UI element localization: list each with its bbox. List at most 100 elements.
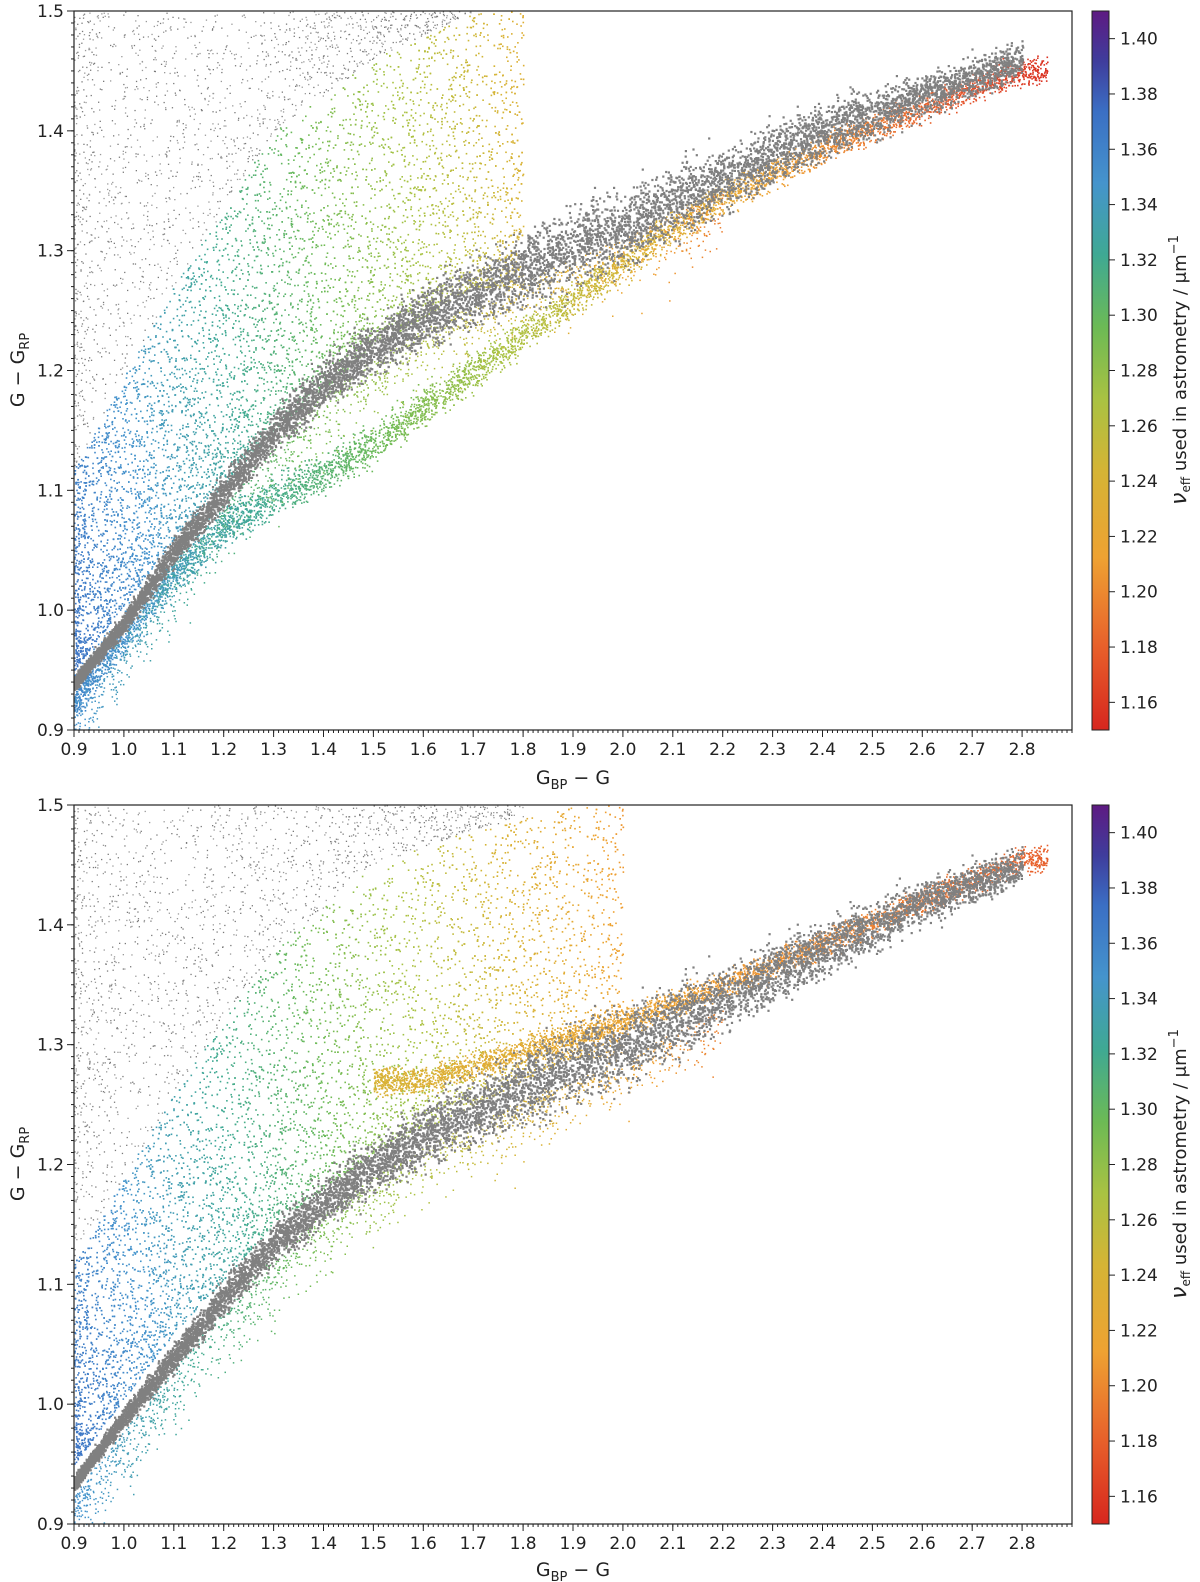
data-point bbox=[105, 253, 108, 255]
data-point bbox=[95, 521, 98, 524]
data-point bbox=[118, 134, 120, 136]
data-point bbox=[81, 357, 83, 360]
data-point bbox=[156, 382, 159, 385]
data-point bbox=[133, 33, 135, 35]
data-point bbox=[289, 28, 291, 30]
data-point bbox=[117, 192, 119, 195]
data-point bbox=[373, 57, 375, 59]
data-point bbox=[508, 244, 510, 246]
data-point bbox=[390, 24, 392, 26]
data-point bbox=[359, 49, 361, 51]
data-point bbox=[301, 100, 303, 102]
data-point bbox=[184, 480, 186, 482]
data-point bbox=[274, 119, 276, 121]
data-point bbox=[277, 122, 279, 125]
data-point bbox=[151, 119, 153, 121]
data-point bbox=[183, 484, 186, 487]
data-point bbox=[246, 136, 249, 138]
data-point bbox=[103, 220, 105, 223]
data-point bbox=[108, 16, 110, 18]
data-point bbox=[77, 162, 79, 164]
data-point bbox=[128, 217, 130, 219]
data-point bbox=[440, 53, 442, 56]
data-point bbox=[374, 194, 376, 196]
data-point bbox=[81, 372, 83, 374]
data-point bbox=[490, 179, 493, 182]
data-point bbox=[174, 457, 176, 459]
data-point bbox=[239, 103, 241, 105]
data-point bbox=[396, 28, 398, 30]
data-point bbox=[379, 50, 381, 52]
data-point bbox=[160, 63, 163, 65]
data-point bbox=[163, 233, 166, 235]
data-point bbox=[82, 184, 84, 187]
data-point bbox=[377, 32, 379, 34]
data-point bbox=[75, 428, 77, 431]
data-point bbox=[136, 555, 138, 557]
data-point bbox=[125, 11, 127, 13]
data-point bbox=[82, 535, 85, 538]
data-point bbox=[139, 202, 142, 204]
data-point bbox=[446, 15, 448, 17]
data-point bbox=[443, 14, 445, 17]
data-point bbox=[114, 108, 116, 110]
data-point bbox=[345, 198, 347, 201]
data-point bbox=[433, 26, 435, 29]
data-point bbox=[414, 112, 417, 114]
data-point bbox=[175, 217, 177, 220]
data-point bbox=[331, 82, 333, 84]
data-point bbox=[79, 33, 81, 35]
data-point bbox=[74, 354, 76, 356]
data-point bbox=[74, 444, 77, 446]
data-point bbox=[484, 235, 486, 238]
data-point bbox=[204, 500, 206, 502]
data-point bbox=[397, 206, 400, 208]
data-point bbox=[92, 132, 94, 134]
data-point bbox=[409, 175, 412, 177]
data-point bbox=[376, 27, 378, 29]
data-point bbox=[147, 336, 150, 338]
data-point bbox=[499, 286, 501, 289]
data-point bbox=[169, 198, 171, 200]
data-point bbox=[338, 350, 341, 352]
data-point bbox=[175, 175, 177, 177]
data-point bbox=[76, 415, 79, 417]
data-point bbox=[210, 351, 213, 354]
data-point bbox=[330, 98, 333, 101]
data-point bbox=[95, 54, 98, 56]
data-point bbox=[103, 290, 105, 292]
data-point bbox=[225, 226, 228, 229]
data-point bbox=[292, 171, 294, 174]
data-point bbox=[384, 143, 387, 146]
data-point bbox=[185, 124, 187, 126]
data-point bbox=[127, 584, 130, 587]
data-point bbox=[143, 445, 146, 448]
data-point bbox=[266, 127, 268, 129]
data-point bbox=[138, 25, 140, 27]
data-point bbox=[164, 72, 166, 74]
data-point bbox=[88, 481, 91, 483]
data-point bbox=[75, 107, 77, 109]
data-point bbox=[302, 119, 304, 122]
data-point bbox=[389, 16, 392, 18]
data-point bbox=[109, 190, 111, 192]
data-point bbox=[347, 69, 349, 71]
data-point bbox=[414, 38, 416, 41]
data-point bbox=[81, 42, 83, 44]
data-point bbox=[212, 53, 214, 55]
data-point bbox=[115, 490, 118, 492]
data-point bbox=[312, 302, 315, 304]
data-point bbox=[84, 157, 86, 159]
data-point bbox=[179, 148, 181, 151]
data-point bbox=[270, 135, 272, 137]
data-point bbox=[156, 136, 158, 138]
data-point bbox=[179, 428, 181, 431]
data-point bbox=[163, 348, 166, 351]
data-point bbox=[119, 538, 121, 540]
data-point bbox=[481, 119, 484, 122]
data-point bbox=[225, 442, 227, 444]
data-point bbox=[127, 599, 129, 602]
data-point bbox=[310, 41, 312, 44]
data-point bbox=[483, 266, 485, 269]
data-point bbox=[437, 233, 440, 235]
